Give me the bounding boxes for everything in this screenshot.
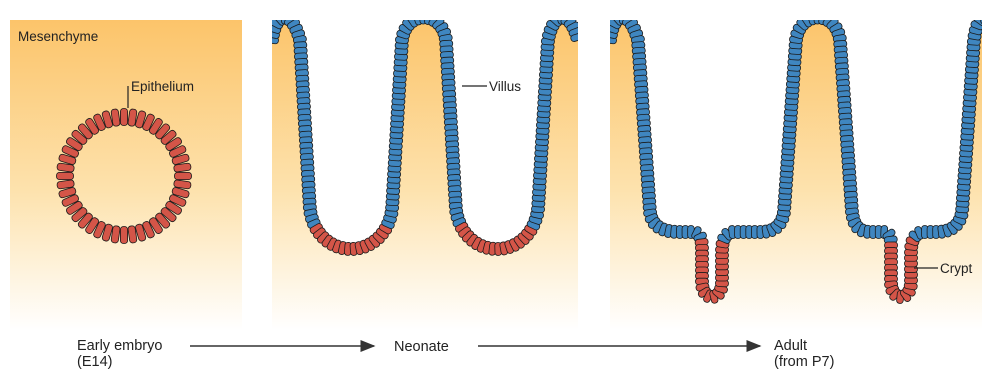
epithelial-cell bbox=[165, 201, 182, 215]
epithelial-cell bbox=[406, 20, 419, 28]
epithelial-cell bbox=[85, 217, 99, 234]
epithelial-cell bbox=[142, 221, 155, 239]
epithelial-cell bbox=[135, 223, 147, 242]
epithelial-cell bbox=[174, 172, 192, 180]
epithelial-cell bbox=[570, 32, 578, 42]
epithelial-cell bbox=[127, 225, 138, 244]
epithelial-cell bbox=[149, 217, 163, 234]
epithelial-cell bbox=[110, 225, 121, 244]
epithelial-cell bbox=[801, 20, 813, 28]
epithelial-cell bbox=[149, 118, 163, 135]
epithelial-cell bbox=[173, 162, 192, 173]
neonate-epithelium bbox=[272, 20, 578, 256]
stage-neonate-label: Neonate bbox=[394, 339, 449, 355]
epithelial-cell bbox=[61, 145, 79, 158]
epithelial-cell bbox=[171, 153, 190, 165]
epithelial-cell bbox=[120, 226, 128, 244]
epithelial-cell bbox=[61, 194, 79, 207]
epithelial-cell bbox=[160, 129, 177, 145]
epithelial-cell bbox=[973, 20, 982, 26]
epithelial-cell bbox=[135, 110, 147, 129]
epithelial-cell bbox=[169, 194, 187, 207]
epithelial-cell bbox=[56, 162, 75, 173]
panel-adult: Crypt bbox=[610, 20, 982, 330]
epithelial-cell bbox=[980, 20, 982, 25]
epithelial-cell bbox=[56, 172, 74, 180]
epithelial-cell bbox=[58, 187, 77, 199]
epithelial-cell bbox=[101, 110, 113, 129]
epithelial-cell bbox=[85, 118, 99, 135]
epithelial-cell bbox=[155, 123, 171, 140]
stage-adult-label: Adult bbox=[774, 338, 807, 354]
epithelial-cell bbox=[171, 187, 190, 199]
adult-epithelium bbox=[610, 20, 982, 304]
epithelium-label: Epithelium bbox=[131, 79, 194, 94]
panel-early-embryo: Mesenchyme Epithelium bbox=[10, 20, 242, 330]
epithelial-cell bbox=[110, 108, 121, 127]
epithelial-cell bbox=[66, 137, 83, 151]
mesenchyme-panel-1 bbox=[10, 20, 242, 330]
epithelium-ring bbox=[56, 108, 192, 244]
epithelial-cell bbox=[120, 108, 128, 126]
epithelial-cell bbox=[169, 145, 187, 158]
epithelial-cell bbox=[127, 108, 138, 127]
mesenchyme-label: Mesenchyme bbox=[18, 29, 98, 44]
villus-label: Villus bbox=[489, 79, 521, 94]
stage-adult-sublabel: (from P7) bbox=[774, 354, 834, 369]
epithelial-cell bbox=[71, 129, 88, 145]
epithelial-cell bbox=[101, 223, 113, 242]
epithelial-cell bbox=[56, 179, 75, 190]
mesenchyme-panel-2 bbox=[272, 20, 578, 330]
stage-early-embryo-sublabel: (E14) bbox=[77, 354, 112, 369]
epithelial-cell bbox=[93, 113, 106, 131]
epithelial-cell bbox=[58, 153, 77, 165]
epithelial-cell bbox=[77, 212, 93, 229]
timeline: Early embryo (E14) Neonate Adult (from P… bbox=[77, 338, 834, 369]
epithelial-cell bbox=[155, 212, 171, 229]
epithelial-cell bbox=[142, 113, 155, 131]
crypt-label: Crypt bbox=[940, 261, 973, 276]
epithelial-cell bbox=[173, 179, 192, 190]
epithelial-cell bbox=[77, 123, 93, 140]
stage-early-embryo-label: Early embryo bbox=[77, 338, 162, 354]
panel-neonate: Villus bbox=[272, 20, 578, 330]
epithelial-cell bbox=[71, 207, 88, 223]
epithelial-cell bbox=[93, 221, 106, 239]
epithelial-cell bbox=[160, 207, 177, 223]
epithelial-cell bbox=[66, 201, 83, 215]
epithelial-cell bbox=[165, 137, 182, 151]
